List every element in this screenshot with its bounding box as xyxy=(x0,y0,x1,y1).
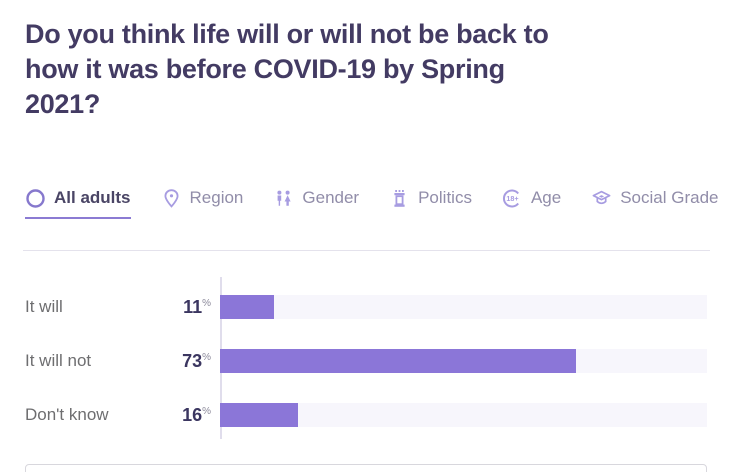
tab-label: Age xyxy=(530,188,562,207)
tabs-divider xyxy=(23,250,710,251)
bar-fill xyxy=(220,295,274,319)
category-label: It will not xyxy=(25,351,92,370)
value-label: 16% xyxy=(182,404,211,425)
value-label: 11% xyxy=(183,296,211,317)
tab-label: Politics xyxy=(418,188,472,207)
bar-fill xyxy=(220,403,298,427)
tab-label: Social Grade xyxy=(620,188,719,207)
map-pin-icon xyxy=(164,188,179,208)
tab-label: Gender xyxy=(302,188,360,207)
tab-gender[interactable]: Gender xyxy=(273,185,359,211)
bar-fill xyxy=(220,349,576,373)
bar-track xyxy=(220,403,707,427)
tab-social-grade[interactable]: Social Grade xyxy=(591,185,718,211)
tab-all-adults[interactable]: All adults xyxy=(25,185,131,219)
percent-sign: % xyxy=(202,297,211,309)
value-label: 73% xyxy=(182,350,211,371)
gender-people-icon xyxy=(277,190,291,206)
question-title: Do you think life will or will not be ba… xyxy=(25,19,549,119)
tab-region[interactable]: Region xyxy=(161,185,244,211)
active-tab-underline xyxy=(25,217,131,219)
chart-row-it-will: It will 11% xyxy=(25,295,707,319)
chart-row-it-will-not: It will not 73% xyxy=(25,349,707,373)
big-ben-icon xyxy=(394,189,405,207)
svg-text:18+: 18+ xyxy=(506,194,518,203)
circle-icon xyxy=(26,188,45,208)
bar-track xyxy=(220,295,707,319)
bar-chart: It will 11% It will not 73% Don't know 1… xyxy=(25,277,707,457)
breakdown-tabs: All adults Region Gender xyxy=(25,185,718,219)
tab-age[interactable]: 18+ Age xyxy=(502,185,561,211)
next-section-panel xyxy=(25,464,707,472)
category-label: It will xyxy=(25,297,63,316)
bar-track xyxy=(220,349,707,373)
chart-row-dont-know: Don't know 16% xyxy=(25,403,707,427)
tab-politics[interactable]: Politics xyxy=(389,185,472,211)
tab-label: Region xyxy=(189,188,244,207)
category-label: Don't know xyxy=(25,405,109,424)
percent-sign: % xyxy=(202,351,211,363)
tab-label: All adults xyxy=(54,188,131,207)
age-18plus-icon: 18+ xyxy=(502,189,519,207)
percent-sign: % xyxy=(202,405,211,417)
graduation-cap-icon xyxy=(592,190,611,204)
